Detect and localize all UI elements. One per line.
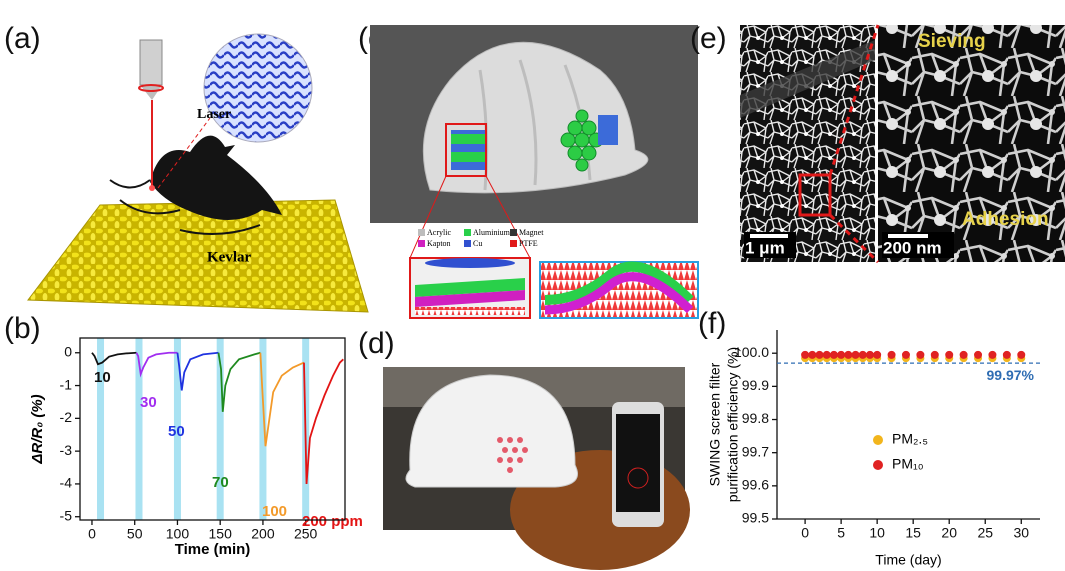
legend-label: Acrylic — [427, 228, 451, 237]
legend-label: Kapton — [427, 239, 451, 248]
legend-swatch — [510, 240, 517, 247]
figure: (a) Laser Kevlar (b) 0501001502002500-1-… — [0, 0, 1065, 571]
point — [1017, 351, 1025, 359]
legend-swatch — [510, 229, 517, 236]
point — [873, 351, 881, 359]
series-label: 70 — [212, 474, 229, 491]
photo — [383, 367, 690, 570]
point — [931, 351, 939, 359]
helmet-illustration: Acrylic Aluminium Magnet Kapton Cu PTFE — [370, 25, 698, 318]
legend-label: Cu — [473, 239, 482, 248]
panel-label: (b) — [4, 312, 41, 345]
y-axis-label: purification efficiency (%) — [725, 347, 741, 502]
annotation: Laser — [197, 107, 231, 122]
point — [808, 351, 816, 359]
point — [866, 351, 874, 359]
point — [837, 351, 845, 359]
line — [260, 353, 304, 446]
series-label: 100 — [262, 503, 287, 520]
kevlar-illustration — [28, 34, 368, 312]
exposure-band — [97, 338, 104, 520]
scale-bar-label: 1 μm — [745, 238, 785, 257]
x-tick-label: 0 — [88, 526, 96, 542]
y-axis-label: SWING screen filter — [707, 362, 723, 486]
x-tick-label: 50 — [127, 526, 143, 542]
panel-label: (d) — [358, 327, 395, 360]
x-tick-label: 30 — [1013, 525, 1029, 541]
legend-label: Aluminium — [473, 228, 511, 237]
y-tick-label: -5 — [60, 507, 73, 523]
series-label: 10 — [94, 369, 111, 386]
legend-swatch — [418, 240, 425, 247]
line — [136, 353, 177, 374]
legend-label: PM₂.₅ — [892, 431, 928, 447]
line — [304, 359, 343, 484]
point — [852, 351, 860, 359]
reference-label: 99.97% — [987, 367, 1035, 383]
y-axis-label: ΔR/R₀ (%) — [29, 394, 46, 464]
x-tick-label: 25 — [977, 525, 993, 541]
x-tick-label: 150 — [209, 526, 233, 542]
point — [1003, 351, 1011, 359]
x-tick-label: 20 — [941, 525, 957, 541]
panel-label: (f) — [698, 307, 726, 340]
y-tick-label: 99.7 — [742, 443, 769, 459]
legend-swatch — [464, 240, 471, 247]
line — [177, 353, 218, 391]
point — [902, 351, 910, 359]
y-tick-label: 99.9 — [742, 377, 769, 393]
point — [844, 351, 852, 359]
x-tick-label: 10 — [869, 525, 885, 541]
y-tick-label: 99.5 — [742, 510, 769, 526]
scale-bar-label: 200 nm — [883, 238, 942, 257]
point — [988, 351, 996, 359]
legend-marker — [873, 460, 883, 470]
legend-swatch — [418, 229, 425, 236]
y-tick-label: 99.8 — [742, 410, 769, 426]
annotation: Adhesion — [962, 209, 1049, 230]
x-tick-label: 200 — [251, 526, 275, 542]
legend-label: PM₁₀ — [892, 456, 924, 472]
annotation: Sieving — [918, 31, 986, 52]
line — [218, 353, 260, 412]
x-axis-label: Time (min) — [175, 541, 251, 558]
y-tick-label: -4 — [60, 475, 73, 491]
series-label: 50 — [168, 423, 185, 440]
point — [859, 351, 867, 359]
y-tick-label: 99.6 — [742, 477, 769, 493]
panel-label: (e) — [690, 22, 727, 55]
point — [801, 351, 809, 359]
point — [823, 351, 831, 359]
y-tick-label: -1 — [60, 376, 73, 392]
x-axis-label: Time (day) — [875, 552, 941, 568]
annotation: Kevlar — [207, 249, 251, 265]
legend-label: Magnet — [519, 228, 544, 237]
x-tick-label: 15 — [905, 525, 921, 541]
x-tick-label: 100 — [166, 526, 190, 542]
y-tick-label: -3 — [60, 442, 73, 458]
y-tick-label: 0 — [64, 343, 72, 359]
panel-label: (a) — [4, 22, 41, 55]
series-label: 30 — [140, 394, 157, 411]
point — [916, 351, 924, 359]
point — [974, 351, 982, 359]
point — [945, 351, 953, 359]
legend-marker — [873, 435, 883, 445]
legend-swatch — [464, 229, 471, 236]
point — [960, 351, 968, 359]
y-tick-label: -2 — [60, 409, 73, 425]
point — [830, 351, 838, 359]
legend-label: PTFE — [519, 239, 538, 248]
x-tick-label: 0 — [801, 525, 809, 541]
x-tick-label: 5 — [837, 525, 845, 541]
point — [888, 351, 896, 359]
point — [816, 351, 824, 359]
series-label: 200 ppm — [302, 513, 363, 530]
